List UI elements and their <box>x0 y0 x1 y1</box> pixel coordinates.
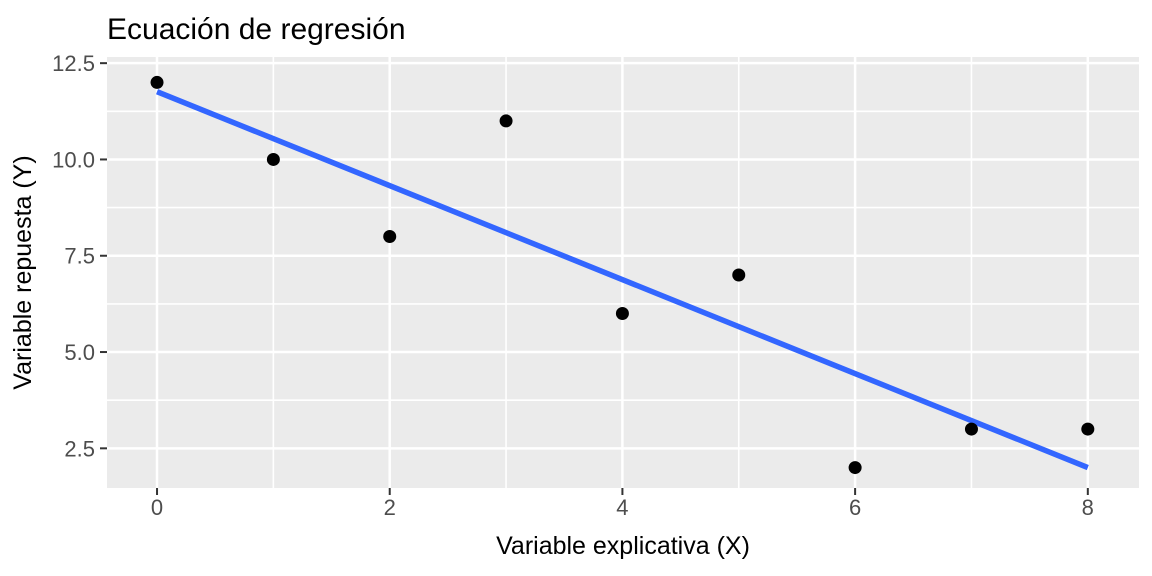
data-point <box>266 152 280 166</box>
data-point <box>1081 422 1095 436</box>
x-axis-title: Variable explicativa (X) <box>496 532 750 560</box>
y-tick-label: 7.5 <box>64 244 95 269</box>
x-tick-label: 0 <box>151 495 163 520</box>
x-tick-label: 2 <box>384 495 396 520</box>
regression-line <box>155 89 1089 471</box>
chart-title: Ecuación de regresión <box>107 13 406 46</box>
data-point <box>383 229 397 243</box>
y-axis-title: Variable repuesta (Y) <box>9 155 37 389</box>
x-tick-label: 4 <box>616 495 628 520</box>
y-tick-label: 12.5 <box>52 51 95 76</box>
data-point <box>732 268 746 282</box>
data-point <box>964 422 978 436</box>
plot-panel-layer: 0 2 4 6 8 2.5 5.0 7.5 10.0 12.5 <box>52 51 1139 520</box>
data-point <box>499 114 513 128</box>
y-tick-label: 2.5 <box>64 436 95 461</box>
data-point <box>150 75 164 89</box>
data-point <box>615 307 629 321</box>
x-tick-label: 6 <box>849 495 861 520</box>
data-point <box>848 461 862 475</box>
y-tick-label: 10.0 <box>52 147 95 172</box>
y-tick-label: 5.0 <box>64 340 95 365</box>
x-tick-label: 8 <box>1082 495 1094 520</box>
